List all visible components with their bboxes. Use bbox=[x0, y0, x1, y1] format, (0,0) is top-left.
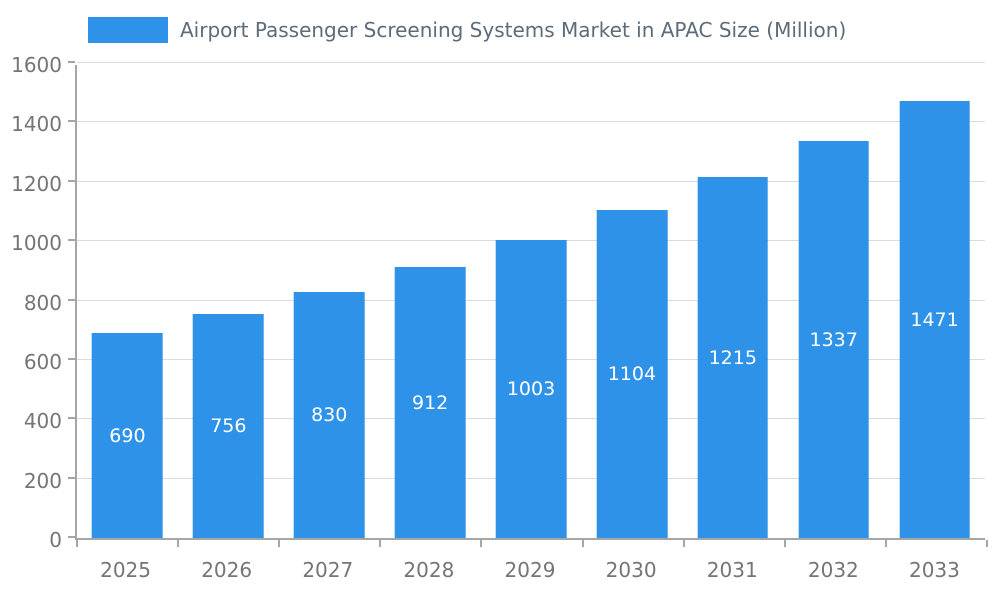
y-axis-label: 1400 bbox=[11, 112, 62, 137]
bar-2029: 1003 bbox=[495, 240, 567, 538]
x-tick-mark bbox=[986, 540, 988, 547]
bar-series: 690 756 830 912 1003 1104 1215 1337 1471 bbox=[77, 65, 985, 538]
y-axis-label: 1600 bbox=[11, 53, 62, 77]
bar-band: 1215 bbox=[682, 65, 783, 538]
bar-2027: 830 bbox=[293, 291, 365, 538]
x-tick-mark bbox=[884, 540, 887, 547]
bar-band: 690 bbox=[77, 65, 178, 538]
x-tick-mark bbox=[783, 540, 786, 547]
bar-band: 1104 bbox=[581, 65, 682, 538]
x-axis-label: 2032 bbox=[807, 558, 859, 582]
y-tick-mark bbox=[68, 417, 75, 420]
y-axis-label: 400 bbox=[23, 409, 62, 434]
x-tick-mark bbox=[581, 540, 584, 547]
y-tick-mark bbox=[68, 476, 75, 479]
bar-band: 1003 bbox=[481, 65, 582, 538]
legend-swatch bbox=[88, 17, 168, 43]
y-axis-label: 1000 bbox=[11, 231, 62, 256]
bar-2032: 1337 bbox=[798, 141, 869, 538]
x-axis-label: 2025 bbox=[100, 558, 151, 582]
x-tick-mark bbox=[480, 540, 483, 547]
y-tick-mark bbox=[68, 239, 75, 242]
x-tick-mark bbox=[278, 540, 281, 547]
bar-2031: 1215 bbox=[697, 177, 769, 538]
bar-2025: 690 bbox=[92, 333, 163, 538]
bar-band: 1337 bbox=[783, 65, 884, 538]
bar-value-label: 1215 bbox=[708, 346, 757, 369]
y-tick-mark bbox=[68, 61, 75, 63]
y-axis-label: 800 bbox=[23, 290, 62, 315]
y-tick-mark bbox=[68, 179, 75, 182]
gridline bbox=[77, 121, 985, 123]
y-tick-mark bbox=[68, 536, 75, 538]
x-axis-label: 2029 bbox=[504, 558, 556, 582]
x-axis-label: 2027 bbox=[302, 558, 354, 582]
x-tick-mark bbox=[682, 540, 685, 547]
legend: Airport Passenger Screening Systems Mark… bbox=[88, 16, 846, 44]
bar-2033: 1471 bbox=[899, 101, 970, 538]
gridline bbox=[77, 180, 985, 182]
bar-value-label: 1003 bbox=[506, 378, 556, 401]
bar-value-label: 690 bbox=[109, 424, 146, 447]
bar-value-label: 1471 bbox=[910, 308, 959, 331]
bar-value-label: 1337 bbox=[809, 328, 858, 351]
x-axis-label: 2030 bbox=[605, 558, 657, 582]
x-axis-label: 2031 bbox=[706, 558, 758, 582]
bar-band: 756 bbox=[178, 65, 279, 538]
y-tick-mark bbox=[68, 298, 75, 301]
x-axis-label: 2026 bbox=[201, 558, 253, 582]
y-axis-label: 200 bbox=[23, 468, 62, 493]
bar-band: 912 bbox=[380, 65, 481, 538]
x-tick-mark bbox=[379, 540, 382, 547]
y-axis-label: 1200 bbox=[11, 171, 62, 196]
y-tick-mark bbox=[68, 120, 75, 123]
plot-area: 690 756 830 912 1003 1104 1215 1337 1471 bbox=[68, 61, 988, 547]
bar-2030: 1104 bbox=[596, 210, 668, 538]
x-tick-mark bbox=[76, 540, 78, 547]
bar-value-label: 756 bbox=[210, 414, 247, 437]
x-axis-label: 2033 bbox=[908, 558, 960, 582]
y-axis-label: 0 bbox=[49, 528, 62, 552]
x-tick-mark bbox=[177, 540, 180, 547]
bar-value-label: 912 bbox=[411, 391, 449, 414]
bar-value-label: 830 bbox=[311, 403, 348, 426]
x-axis-label: 2028 bbox=[403, 558, 455, 582]
bar-band: 830 bbox=[279, 65, 380, 538]
gridline bbox=[77, 62, 985, 63]
bar-2026: 756 bbox=[193, 313, 264, 538]
y-tick-mark bbox=[68, 357, 75, 360]
bar-value-label: 1104 bbox=[607, 363, 657, 386]
bar-2028: 912 bbox=[394, 267, 466, 538]
chart-title: Airport Passenger Screening Systems Mark… bbox=[180, 18, 847, 42]
bar-band: 1471 bbox=[884, 65, 985, 538]
y-axis-label: 600 bbox=[23, 349, 62, 374]
